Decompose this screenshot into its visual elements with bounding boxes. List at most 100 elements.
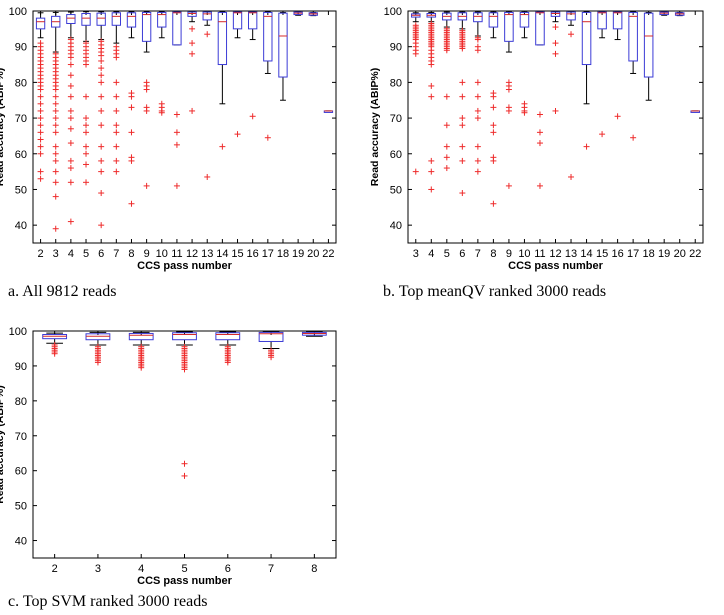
- box-20: [308, 11, 318, 17]
- iqr-box: [597, 11, 607, 30]
- outlier-point: [249, 113, 256, 120]
- outlier-point: [459, 115, 466, 122]
- box-19: [293, 11, 303, 16]
- outlier-point: [173, 111, 180, 118]
- outlier-point: [98, 79, 105, 86]
- box-2: [42, 332, 68, 357]
- box-7: [473, 11, 483, 175]
- box-13: [566, 11, 576, 180]
- x-tick-label: 20: [674, 248, 686, 260]
- outlier-point: [98, 107, 105, 114]
- outlier-point: [412, 50, 419, 57]
- outlier-point: [268, 354, 275, 361]
- iqr-box: [550, 11, 561, 17]
- box-15: [232, 11, 243, 138]
- box-4: [66, 11, 76, 225]
- iqr-box: [128, 332, 154, 341]
- box-7: [258, 331, 284, 361]
- iqr-box: [85, 333, 111, 341]
- outlier-point: [490, 104, 497, 111]
- outlier-point: [37, 107, 44, 114]
- x-tick-label: 22: [322, 248, 334, 260]
- iqr-box: [35, 17, 46, 30]
- x-tick-label: 10: [518, 248, 530, 260]
- outlier-point: [474, 143, 481, 150]
- box-9: [141, 11, 152, 189]
- x-tick-label: 13: [201, 248, 213, 260]
- outlier-point: [599, 131, 606, 138]
- outlier-point: [536, 140, 543, 147]
- outlier-point: [98, 157, 105, 164]
- outlier-point: [474, 36, 481, 43]
- outlier-point: [67, 93, 74, 100]
- outlier-point: [264, 134, 271, 141]
- outlier-point: [552, 107, 559, 114]
- outlier-point: [94, 359, 101, 366]
- iqr-box: [66, 14, 76, 24]
- x-tick-label: 22: [689, 248, 701, 260]
- outlier-point: [67, 140, 74, 147]
- outlier-point: [459, 45, 466, 52]
- x-tick-label: 11: [171, 248, 182, 260]
- outlier-point: [204, 31, 211, 38]
- iqr-box: [172, 11, 182, 46]
- x-tick-label: 15: [231, 248, 243, 260]
- x-tick-label: 9: [506, 248, 512, 260]
- box-10: [157, 11, 167, 116]
- outlier-point: [98, 57, 105, 64]
- outlier-point: [521, 109, 528, 116]
- box-4: [426, 11, 437, 193]
- outlier-point: [490, 93, 497, 100]
- iqr-box: [566, 11, 576, 21]
- x-tick-label: 18: [277, 248, 289, 260]
- x-tick-label: 6: [225, 563, 231, 575]
- outlier-point: [52, 193, 59, 200]
- outlier-point: [52, 86, 59, 93]
- outlier-point: [37, 115, 44, 122]
- iqr-box: [263, 11, 273, 62]
- outlier-point: [428, 82, 435, 89]
- y-tick-label: 100: [9, 326, 27, 338]
- outlier-point: [52, 100, 59, 107]
- outlier-point: [113, 168, 120, 175]
- outlier-point: [52, 179, 59, 186]
- outlier-point: [173, 182, 180, 189]
- x-tick-label: 19: [292, 248, 304, 260]
- outlier-point: [158, 107, 165, 114]
- outlier-point: [128, 129, 135, 136]
- outlier-point: [459, 79, 466, 86]
- x-tick-label: 13: [565, 248, 577, 260]
- iqr-box: [215, 332, 241, 341]
- outlier-point: [98, 222, 105, 229]
- outlier-point: [98, 93, 105, 100]
- box-3: [85, 331, 111, 366]
- caption-c: c. Top SVM ranked 3000 reads: [8, 593, 208, 610]
- outlier-point: [173, 141, 180, 148]
- outlier-point: [474, 168, 481, 175]
- iqr-box: [612, 11, 623, 30]
- outlier-point: [459, 143, 466, 150]
- outlier-point: [67, 218, 74, 225]
- outlier-point: [128, 200, 135, 207]
- iqr-box: [535, 11, 545, 46]
- box-20: [674, 11, 685, 17]
- outlier-point: [83, 150, 90, 157]
- outlier-point: [224, 359, 231, 366]
- box-2: [35, 12, 46, 182]
- x-tick-label: 17: [627, 248, 639, 260]
- outlier-point: [173, 129, 180, 136]
- x-tick-label: 16: [611, 248, 623, 260]
- x-tick-label: 6: [98, 248, 104, 260]
- iqr-box: [488, 12, 499, 28]
- iqr-box: [157, 11, 167, 28]
- outlier-point: [219, 143, 226, 150]
- iqr-box: [111, 12, 121, 26]
- outlier-point: [37, 175, 44, 182]
- outlier-point: [113, 122, 120, 129]
- y-tick-label: 90: [15, 361, 27, 373]
- outlier-point: [143, 107, 150, 114]
- box-12: [550, 11, 561, 114]
- outlier-point: [37, 93, 44, 100]
- box-15: [597, 11, 607, 138]
